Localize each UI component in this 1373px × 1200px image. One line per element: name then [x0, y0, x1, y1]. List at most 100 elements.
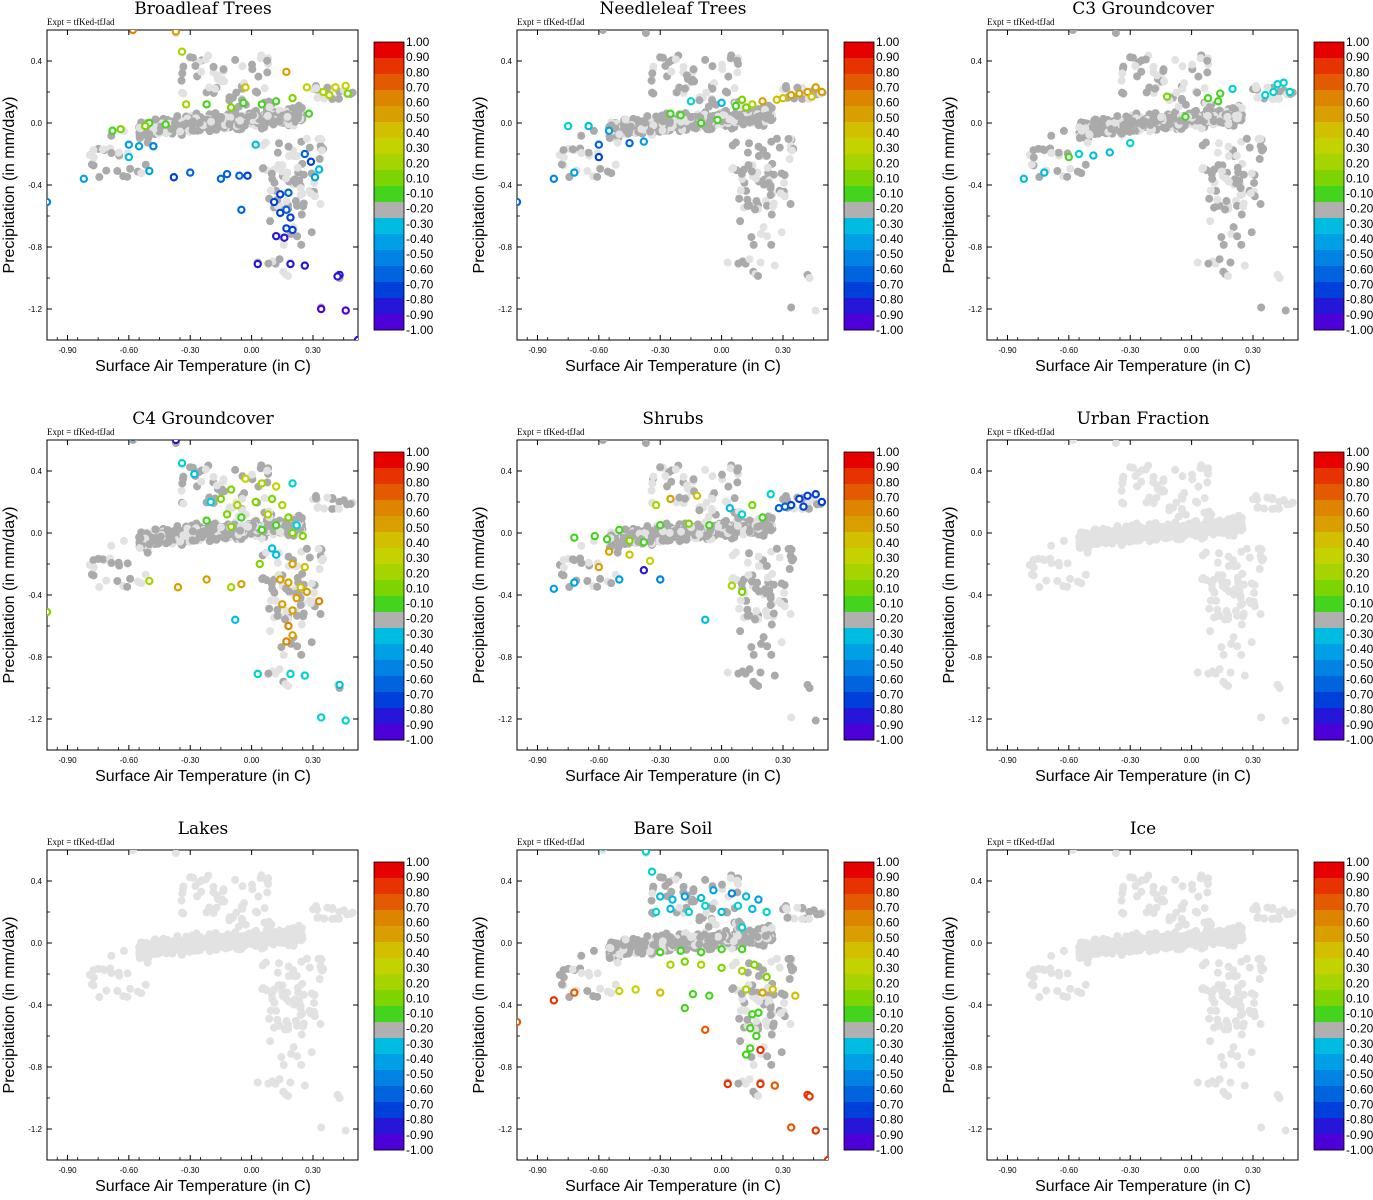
- background-point: [1077, 579, 1086, 588]
- background-point: [1159, 65, 1168, 74]
- background-point: [1165, 120, 1174, 129]
- data-point: [807, 92, 816, 101]
- colorbar-label: 0.40: [876, 536, 900, 550]
- background-point: [1247, 169, 1256, 178]
- background-point: [256, 464, 265, 473]
- colorbar-label: 0.20: [406, 156, 430, 170]
- colorbar-label: -1.00: [876, 323, 904, 337]
- background-point: [209, 62, 218, 71]
- background-point: [1232, 151, 1241, 160]
- data-point: [584, 121, 593, 131]
- background-point: [260, 84, 269, 93]
- colorbar-label: 0.40: [406, 126, 430, 140]
- background-point: [753, 112, 762, 121]
- background-point: [126, 164, 135, 173]
- background-point: [752, 607, 761, 616]
- data-point: [284, 188, 293, 197]
- colorbar-cell: [374, 452, 404, 469]
- colorbar-cell: [374, 548, 404, 565]
- colorbar-cell: [844, 516, 874, 533]
- x-tick-label: -0.30: [181, 756, 200, 765]
- background-point: [724, 72, 733, 81]
- colorbar-frame: [843, 41, 875, 331]
- colorbar-label: 0.70: [406, 490, 430, 504]
- data-point: [161, 120, 170, 129]
- background-point: [1054, 148, 1063, 157]
- data-point: [169, 173, 179, 182]
- background-point: [1231, 521, 1240, 530]
- colorbar-label: -0.70: [406, 278, 434, 292]
- data-point: [341, 306, 350, 315]
- colorbar-label: -0.20: [406, 612, 434, 626]
- background-point: [557, 160, 566, 169]
- background-point: [695, 506, 704, 515]
- background-point: [1141, 55, 1150, 64]
- y-axis-label: Precipitation (in mm/day): [1, 507, 18, 684]
- data-point: [237, 513, 246, 522]
- colorbar-label: -1.00: [406, 733, 434, 747]
- background-point: [1257, 146, 1266, 155]
- colorbar-frame: [1313, 41, 1345, 331]
- background-point: [736, 596, 745, 605]
- background-point: [1059, 126, 1068, 135]
- colorbar-cell: [374, 692, 404, 709]
- background-point: [95, 583, 104, 592]
- background-point: [743, 195, 752, 204]
- background-point: [267, 169, 276, 178]
- data-point: [645, 556, 655, 566]
- data-point: [278, 600, 287, 609]
- background-point: [299, 609, 308, 618]
- background-point: [769, 609, 778, 618]
- background-point: [296, 191, 305, 200]
- background-point: [293, 232, 302, 241]
- background-point: [615, 540, 624, 549]
- colorbar-cell: [374, 660, 404, 677]
- background-point: [706, 116, 715, 125]
- background-point: [260, 494, 269, 503]
- background-point: [1165, 506, 1174, 515]
- data-point: [288, 528, 297, 538]
- background-point: [1035, 583, 1044, 592]
- background-point: [1221, 584, 1230, 593]
- y-tick-label: 0.4: [501, 57, 513, 66]
- background-point: [661, 61, 670, 70]
- background-point: [297, 650, 306, 659]
- y-tick-label: 0.0: [31, 529, 43, 538]
- data-point: [306, 157, 316, 166]
- background-point: [1091, 115, 1100, 124]
- background-point: [766, 594, 775, 603]
- background-point: [265, 103, 274, 112]
- background-point: [1171, 55, 1180, 64]
- background-point: [701, 55, 710, 64]
- data-point: [288, 606, 297, 615]
- background-point: [1193, 88, 1202, 97]
- background-point: [646, 127, 655, 136]
- data-point: [271, 97, 281, 106]
- data-point: [1064, 152, 1074, 162]
- data-point: [666, 494, 675, 504]
- background-point: [1247, 228, 1256, 237]
- background-point: [244, 112, 253, 121]
- background-point: [145, 130, 154, 139]
- background-point: [745, 527, 754, 536]
- background-point: [613, 138, 622, 147]
- background-point: [1199, 117, 1208, 126]
- colorbar-label: 0.10: [876, 581, 900, 595]
- background-point: [263, 56, 272, 65]
- data-point: [233, 500, 242, 510]
- background-point: [568, 555, 577, 564]
- background-point: [231, 55, 240, 64]
- data-point: [748, 500, 757, 510]
- background-point: [743, 148, 752, 157]
- data-point: [300, 562, 310, 572]
- data-point: [149, 142, 158, 151]
- data-point: [1181, 112, 1190, 122]
- background-point: [708, 62, 717, 71]
- background-point: [1178, 472, 1187, 481]
- colorbar-cell: [1314, 234, 1344, 251]
- data-point: [817, 87, 827, 97]
- background-point: [756, 258, 765, 267]
- colorbar-label: -0.10: [1346, 187, 1373, 201]
- background-point: [253, 88, 262, 97]
- background-point: [784, 544, 793, 553]
